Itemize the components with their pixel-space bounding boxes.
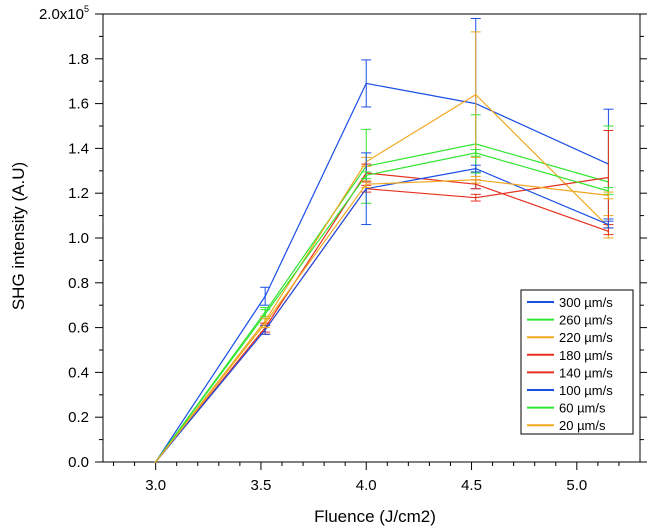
- legend-label: 60 µm/s: [559, 401, 606, 416]
- x-tick-label: 4.5: [461, 477, 482, 494]
- data-point: [607, 223, 610, 226]
- y-tick-label: 1.6: [68, 96, 89, 113]
- x-tick-label: 3.5: [251, 477, 272, 494]
- y-tick-label: 0.4: [68, 364, 89, 381]
- data-point: [365, 183, 368, 186]
- legend-label: 220 µm/s: [559, 330, 613, 345]
- data-point: [474, 152, 477, 154]
- legend-label: 260 µm/s: [559, 313, 613, 328]
- legend-label: 300 µm/s: [559, 295, 613, 310]
- y-tick-label: 0.0: [68, 454, 89, 471]
- x-axis-label: Fluence (J/cm2): [314, 507, 436, 526]
- data-point: [264, 313, 266, 315]
- x-tick-label: 3.0: [145, 477, 166, 494]
- data-point: [365, 82, 368, 85]
- data-point: [474, 183, 477, 186]
- data-point: [264, 329, 266, 331]
- series-5: [154, 152, 614, 463]
- y-top-tick-mantissa: 2.0x10: [39, 6, 84, 23]
- legend-label: 20 µm/s: [559, 418, 606, 433]
- y-tick-label: 0.6: [68, 320, 89, 337]
- data-point: [365, 187, 368, 190]
- data-point: [607, 176, 610, 179]
- y-top-tick-exponent: 5: [84, 4, 89, 14]
- legend-label: 140 µm/s: [559, 365, 613, 380]
- data-point: [607, 190, 610, 192]
- data-point: [264, 295, 266, 298]
- y-tick-label: 0.2: [68, 409, 89, 426]
- legend: 300 µm/s 260 µm/s 220 µm/s 180 µm/s 140 µm/s…: [520, 289, 634, 435]
- data-point: [474, 196, 477, 199]
- ticks: 0.0 0.2 0.4 0.6 0.8 1.0 1.2 1.4 1.6 1.8 3.0 3.5 4.0 4…: [68, 13, 647, 494]
- y-tick-label: 1.4: [68, 140, 89, 157]
- series-7: [154, 175, 614, 463]
- y-tick-label: 1.8: [68, 51, 89, 68]
- series-6: [154, 149, 614, 463]
- data-point: [474, 93, 477, 96]
- series-layer: [154, 17, 614, 463]
- x-tick-label: 5.0: [566, 477, 587, 494]
- data-point: [607, 230, 610, 233]
- data-point: [365, 174, 368, 177]
- y-tick-label: 1.0: [68, 230, 89, 247]
- y-tick-label: 1.2: [68, 185, 89, 202]
- data-point: [474, 167, 477, 170]
- y-axis-label: SHG intensity (A.U): [9, 162, 28, 310]
- data-point: [474, 178, 477, 181]
- y-top-tick-label: 2.0x105: [39, 4, 89, 23]
- legend-label: 100 µm/s: [559, 383, 613, 398]
- legend-label: 180 µm/s: [559, 348, 613, 363]
- data-point: [264, 322, 266, 324]
- x-tick-label: 4.0: [356, 477, 377, 494]
- data-point: [154, 461, 157, 463]
- data-point: [607, 194, 610, 197]
- legend-box: [520, 289, 634, 435]
- y-tick-label: 0.8: [68, 275, 89, 292]
